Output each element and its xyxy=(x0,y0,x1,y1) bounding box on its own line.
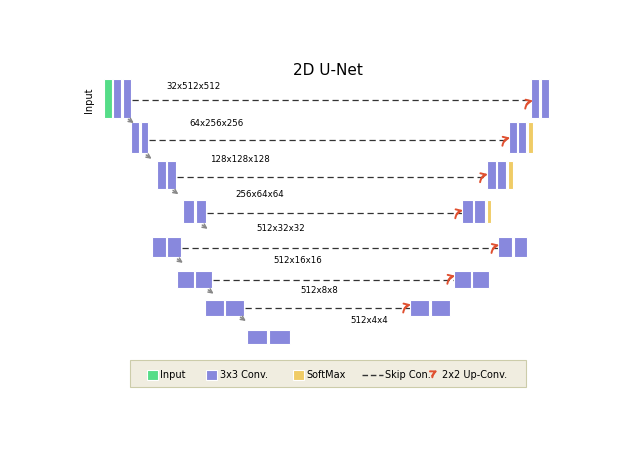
Bar xyxy=(518,122,526,153)
Text: 512x32x32: 512x32x32 xyxy=(256,224,305,233)
Bar xyxy=(486,200,491,223)
Text: 3x3 Conv.: 3x3 Conv. xyxy=(220,370,268,380)
Bar xyxy=(196,200,207,223)
Text: 2D U-Net: 2D U-Net xyxy=(293,63,363,78)
Bar xyxy=(225,300,244,316)
Bar xyxy=(113,79,121,118)
Bar xyxy=(462,200,473,223)
Bar xyxy=(167,238,181,258)
Text: Skip Con.: Skip Con. xyxy=(385,370,431,380)
Text: 128x128x128: 128x128x128 xyxy=(211,155,270,164)
Bar xyxy=(129,360,526,387)
Text: SoftMax: SoftMax xyxy=(307,370,346,380)
Text: 32x512x512: 32x512x512 xyxy=(167,82,221,91)
Bar xyxy=(157,162,166,189)
Bar xyxy=(472,271,489,288)
Text: 512x8x8: 512x8x8 xyxy=(301,286,339,294)
Bar xyxy=(474,200,485,223)
Bar xyxy=(104,79,112,118)
Bar xyxy=(498,238,512,258)
Bar xyxy=(167,162,176,189)
Bar xyxy=(293,369,304,380)
Bar xyxy=(177,271,193,288)
Bar xyxy=(508,162,513,189)
Bar xyxy=(141,122,148,153)
Bar xyxy=(541,79,548,118)
Bar xyxy=(269,330,291,344)
Text: Input: Input xyxy=(84,87,94,113)
Text: 2x2 Up-Conv.: 2x2 Up-Conv. xyxy=(442,370,508,380)
Text: 512x4x4: 512x4x4 xyxy=(350,316,388,325)
Bar xyxy=(131,122,139,153)
Bar xyxy=(207,369,218,380)
Bar xyxy=(431,300,449,316)
Text: 256x64x64: 256x64x64 xyxy=(236,190,284,199)
Bar xyxy=(410,300,429,316)
Bar xyxy=(205,300,224,316)
Text: 512x16x16: 512x16x16 xyxy=(273,256,322,265)
Bar xyxy=(183,200,194,223)
Text: Input: Input xyxy=(161,370,186,380)
Bar xyxy=(497,162,506,189)
Bar xyxy=(246,330,268,344)
Text: 64x256x256: 64x256x256 xyxy=(189,119,243,128)
Bar xyxy=(528,122,533,153)
Bar xyxy=(123,79,131,118)
Bar xyxy=(486,162,495,189)
Bar xyxy=(195,271,212,288)
Bar xyxy=(531,79,540,118)
Bar xyxy=(152,238,166,258)
Bar xyxy=(147,369,158,380)
Bar xyxy=(513,238,527,258)
Bar xyxy=(509,122,517,153)
Bar xyxy=(454,271,471,288)
